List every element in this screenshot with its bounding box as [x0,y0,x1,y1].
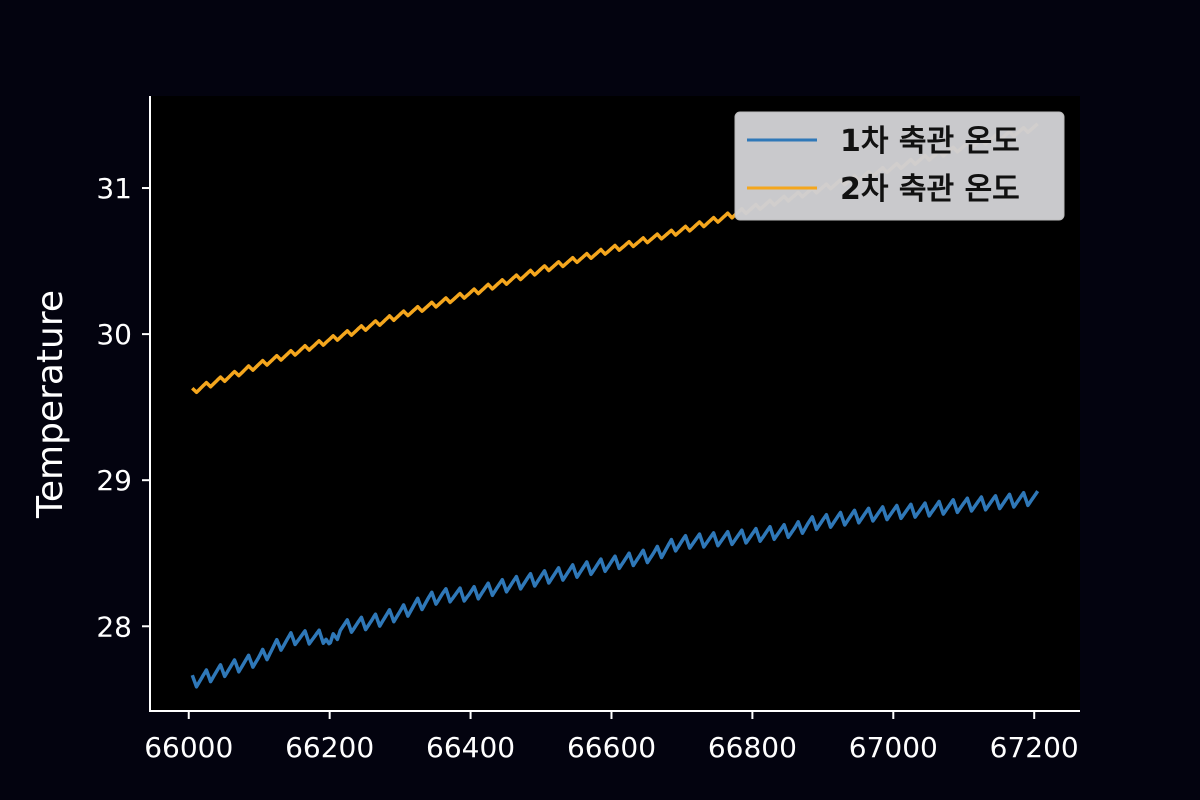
legend-label-series-1: 1차 축관 온도 [840,124,1020,159]
y-ticks: 28 29 30 31 [96,172,150,643]
legend: 1차 축관 온도 2차 축관 온도 [734,111,1065,221]
y-tick-label: 28 [96,610,132,643]
legend-box [734,111,1065,221]
series-line-1 [190,490,1040,689]
y-tick-label: 29 [96,464,132,497]
x-tick-label: 66600 [567,731,656,764]
y-tick-label: 30 [96,318,132,351]
x-tick-label: 66400 [426,731,515,764]
legend-label-series-2: 2차 축관 온도 [840,172,1020,207]
y-tick-label: 31 [96,172,132,205]
x-tick-label: 66800 [708,731,797,764]
x-tick-label: 66200 [285,731,374,764]
x-tick-label: 67200 [990,731,1079,764]
x-tick-label: 67000 [849,731,938,764]
x-ticks: 66000 66200 66400 66600 66800 67000 67200 [144,711,1079,764]
y-axis-label: Temperature [30,290,71,519]
x-tick-label: 66000 [144,731,233,764]
